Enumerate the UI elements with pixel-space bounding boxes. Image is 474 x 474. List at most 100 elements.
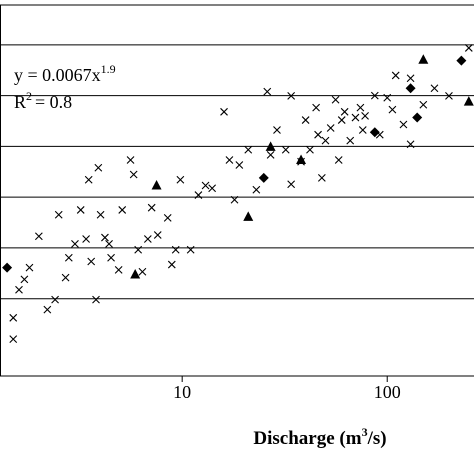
plot-frame [0,4,474,377]
point-cross [114,265,123,274]
x-tick-label: 100 [374,382,401,402]
point-cross [143,235,152,243]
point-diamond [456,55,467,66]
x-label-end: /s) [367,428,387,449]
equation-exponent: 1.9 [101,62,116,76]
point-cross [107,253,115,262]
point-cross [9,335,18,343]
point-cross [147,203,156,212]
point-cross [105,240,113,248]
point-cross [96,210,105,219]
point-cross [388,105,397,114]
point-cross [20,275,29,284]
point-cross [225,156,234,164]
point-triangle [243,211,254,221]
point-cross [220,107,228,116]
point-cross [15,285,23,294]
point-cross [54,210,63,219]
point-cross [101,233,109,242]
point-cross [361,111,369,120]
point-cross [419,100,428,109]
point-cross [301,116,310,124]
point-cross [317,173,326,182]
point-cross [171,245,180,254]
r2-value: = 0.8 [35,92,72,112]
point-cross [84,175,93,184]
point-cross [391,71,400,80]
point-cross [266,151,275,159]
point-triangle [265,141,276,151]
point-cross [346,136,355,145]
point-cross [334,156,343,164]
point-cross [430,84,439,93]
point-cross [287,91,296,100]
point-cross [356,103,365,112]
point-cross [383,93,392,102]
point-cross [25,263,34,272]
x-label-superscript: 3 [362,425,368,439]
x-label-text: Discharge (m [253,428,361,449]
point-diamond [369,127,380,138]
point-cross [337,116,346,124]
point-cross [9,313,18,322]
point-cross [167,260,176,269]
r2-superscript: 2 [26,89,32,103]
point-diamond [405,83,416,94]
point-cross [82,235,91,243]
point-cross [314,130,322,139]
point-cross [273,126,281,134]
point-cross [208,184,217,193]
point-cross [94,163,103,172]
point-cross [230,195,239,204]
point-cross [118,206,127,214]
r2-label: R [14,92,26,112]
point-cross [235,161,244,169]
point-cross [406,140,415,149]
x-axis-label: Discharge (m3/s) [253,425,386,449]
point-cross [76,206,85,214]
point-cross [176,175,185,184]
point-triangle [418,54,429,64]
point-cross [326,124,335,132]
point-cross [92,295,100,304]
point-cross [331,95,340,104]
point-diamond [2,262,13,273]
point-cross [64,253,73,262]
point-cross [186,245,195,254]
point-diamond [412,112,423,123]
point-cross [129,170,138,179]
point-cross [252,185,261,194]
point-cross [351,113,360,122]
point-cross [244,145,253,154]
point-triangle [151,179,162,190]
point-cross [126,156,135,164]
point-cross [406,74,415,83]
point-cross [340,107,349,116]
x-tick-label: 10 [173,382,191,402]
point-cross [312,103,321,112]
r-squared: R2 = 0.8 [14,89,72,112]
point-triangle [130,268,141,279]
point-cross [51,295,59,304]
point-cross [71,240,79,248]
point-cross [153,231,162,239]
point-cross [87,257,96,266]
point-cross [445,91,453,100]
point-diamond [258,172,269,183]
point-cross [399,120,408,129]
point-cross [138,267,147,276]
point-cross [306,145,314,154]
point-cross [43,305,52,314]
point-cross [194,191,203,199]
point-cross [263,87,272,96]
equation-base: y = 0.0067x [14,65,101,85]
point-cross [464,44,473,52]
point-cross [321,136,330,145]
point-cross [370,91,379,100]
point-cross [201,181,210,190]
point-cross [287,180,296,189]
equation: y = 0.0067x1.9 [14,62,116,85]
point-triangle [296,154,307,164]
